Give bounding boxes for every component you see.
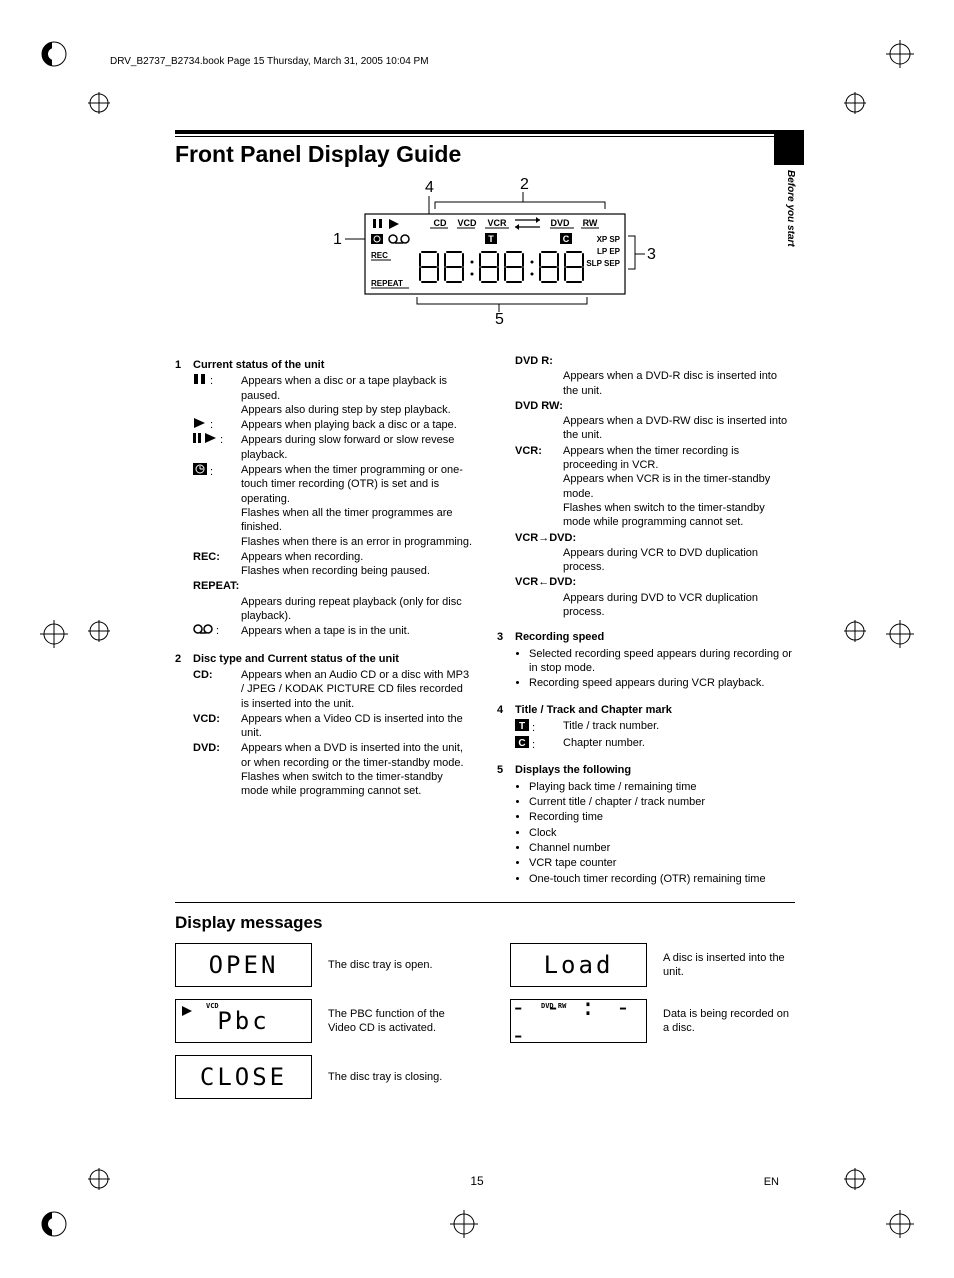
svg-text:LP EP: LP EP bbox=[597, 247, 621, 256]
divider bbox=[175, 902, 795, 903]
reg-mark bbox=[450, 1210, 478, 1238]
svg-text:RW: RW bbox=[583, 218, 598, 228]
reg-mark bbox=[886, 40, 914, 68]
lcd-display: Load bbox=[510, 943, 647, 987]
message-desc: The PBC function of the Video CD is acti… bbox=[328, 1007, 460, 1036]
svg-text:VCD: VCD bbox=[457, 218, 477, 228]
svg-text:REC: REC bbox=[371, 251, 388, 260]
reg-mark bbox=[88, 620, 110, 642]
display-message: Load A disc is inserted into the unit. bbox=[510, 943, 795, 987]
messages-left: OPEN The disc tray is open. VCDPbc The PBC … bbox=[175, 943, 460, 1111]
lcd-display: CLOSE bbox=[175, 1055, 312, 1099]
header-path: DRV_B2737_B2734.book Page 15 Thursday, M… bbox=[110, 56, 429, 67]
svg-text:1: 1 bbox=[333, 231, 342, 248]
svg-text:CD: CD bbox=[434, 218, 447, 228]
reg-mark bbox=[844, 620, 866, 642]
svg-text:SLP SEP: SLP SEP bbox=[586, 259, 620, 268]
message-desc: Data is being recorded on a disc. bbox=[663, 1007, 795, 1036]
display-messages-title: Display messages bbox=[175, 913, 795, 933]
svg-text:DVD: DVD bbox=[550, 218, 570, 228]
reg-mark bbox=[40, 620, 68, 648]
message-desc: The disc tray is closing. bbox=[328, 1070, 460, 1084]
display-message: VCDPbc The PBC function of the Video CD i… bbox=[175, 999, 460, 1043]
reg-mark bbox=[886, 1210, 914, 1238]
svg-text:2: 2 bbox=[520, 176, 529, 193]
page-title: Front Panel Display Guide bbox=[175, 141, 795, 168]
svg-text:C: C bbox=[563, 234, 570, 244]
reg-mark bbox=[40, 40, 68, 68]
page-number: 15 bbox=[0, 1174, 954, 1188]
svg-text:XP SP: XP SP bbox=[597, 235, 621, 244]
svg-text:5: 5 bbox=[495, 311, 504, 328]
display-message: DVD RW- - : - - Data is being recorded on… bbox=[510, 999, 795, 1043]
lcd-display: DVD RW- - : - - bbox=[510, 999, 647, 1043]
message-desc: The disc tray is open. bbox=[328, 958, 460, 972]
display-diagram: CD VCD VCR DVD RW T C REC REPEAT XP SP LP EP SLP SE… bbox=[175, 174, 795, 344]
display-message: CLOSE The disc tray is closing. bbox=[175, 1055, 460, 1099]
reg-mark bbox=[844, 92, 866, 114]
svg-text:T: T bbox=[519, 721, 525, 731]
reg-mark bbox=[886, 620, 914, 648]
message-desc: A disc is inserted into the unit. bbox=[663, 951, 795, 980]
display-message: OPEN The disc tray is open. bbox=[175, 943, 460, 987]
page-lang: EN bbox=[764, 1176, 779, 1188]
svg-text:REPEAT: REPEAT bbox=[371, 279, 403, 288]
svg-text:3: 3 bbox=[647, 246, 656, 263]
svg-text:VCR: VCR bbox=[487, 218, 507, 228]
messages-right: Load A disc is inserted into the unit. DVD… bbox=[510, 943, 795, 1111]
lcd-display: OPEN bbox=[175, 943, 312, 987]
lcd-display: VCDPbc bbox=[175, 999, 312, 1043]
svg-text:T: T bbox=[488, 234, 494, 244]
reg-mark bbox=[40, 1210, 68, 1238]
svg-text:C: C bbox=[518, 738, 525, 748]
right-column: DVD R:Appears when a DVD-R disc is inser… bbox=[497, 354, 795, 888]
svg-text:4: 4 bbox=[425, 179, 434, 196]
title-rule bbox=[175, 130, 795, 137]
left-column: 1Current status of the unit :Appears whe… bbox=[175, 354, 473, 888]
reg-mark bbox=[88, 92, 110, 114]
